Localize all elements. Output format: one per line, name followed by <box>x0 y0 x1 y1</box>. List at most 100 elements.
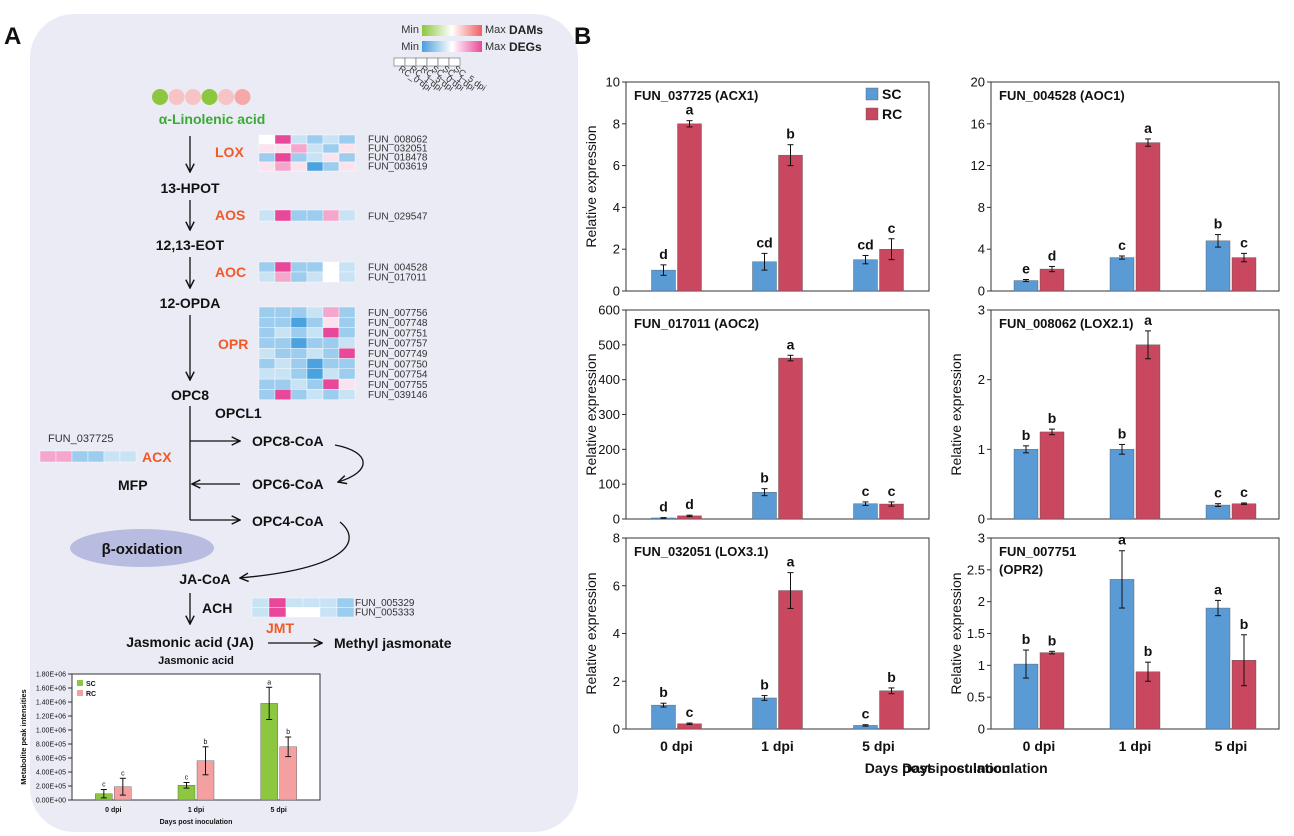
heatmap-cell <box>258 358 276 370</box>
heatmap-cell <box>338 161 356 172</box>
significance-letter: a <box>787 336 795 352</box>
heatmap-cell <box>290 368 308 380</box>
degs-min-label: Min <box>401 41 419 53</box>
heatmap-cell <box>322 337 340 349</box>
significance-letter: b <box>659 684 668 700</box>
bar-sc <box>752 697 777 730</box>
panel-a-background <box>30 14 578 832</box>
x-axis-label: Days post inoculation <box>160 819 233 826</box>
heatmap-cell <box>274 337 292 349</box>
heatmap-cell <box>258 368 276 380</box>
y-tick-label: 6 <box>613 158 620 173</box>
heatmap-cell <box>71 450 89 463</box>
heatmap-cell <box>338 337 356 349</box>
dams-max-label: Max <box>485 24 506 36</box>
y-axis-label: Relative expression <box>948 572 964 694</box>
heatmap-cell <box>268 607 287 618</box>
heatmap-cell <box>290 271 308 283</box>
metabolite-12-opda: 12-OPDA <box>160 295 221 311</box>
bar-rc <box>778 590 803 730</box>
y-tick-label: 0 <box>978 512 985 527</box>
enzyme-ach: ACH <box>202 600 232 616</box>
y-tick-label: 4 <box>613 200 620 215</box>
significance-letter: b <box>1022 427 1031 443</box>
bar-sc <box>1013 449 1039 520</box>
significance-letter: c <box>686 704 694 720</box>
heatmap-cell <box>290 358 308 370</box>
heatmap-cell <box>290 327 308 339</box>
significance-letter: b <box>760 677 769 693</box>
significance-letter: e <box>1022 261 1030 277</box>
significance-letter: c <box>862 706 870 722</box>
heatmap-cell <box>290 348 308 359</box>
heatmap-cell <box>258 306 276 318</box>
significance-letter: b <box>1048 632 1057 648</box>
heatmap-cell <box>274 161 292 172</box>
heatmap-cell <box>322 317 340 328</box>
ja-biosynthesis-pathway: α-Linolenic acid LOX 13-HPOT AOS 12,13-E… <box>39 89 452 651</box>
enzyme-aos: AOS <box>215 207 245 223</box>
heatmap-cell <box>338 209 356 222</box>
y-tick-label: 2 <box>613 674 620 689</box>
chart-title-line2: (OPR2) <box>999 562 1043 577</box>
heatmap-cell <box>290 209 308 222</box>
heatmap-cell <box>322 209 340 222</box>
y-tick-label: 8 <box>978 200 985 215</box>
y-tick-label: 200 <box>598 442 620 457</box>
heatmap-cell <box>338 317 356 328</box>
heatmap-cell <box>306 337 324 349</box>
metabolite-opc8-coa: OPC8-CoA <box>252 433 324 449</box>
significance-letter: cd <box>857 236 873 252</box>
heatmap-cell <box>306 261 324 273</box>
heatmap-cell <box>274 152 292 163</box>
metabolite-methyl-jasmonate: Methyl jasmonate <box>334 635 452 651</box>
heatmap-cell <box>274 348 292 359</box>
heatmap-gene-label: FUN_005333 <box>355 608 415 619</box>
enzyme-opcl1: OPCL1 <box>215 405 262 421</box>
heatmap-gene-label: FUN_007751 <box>368 328 428 339</box>
significance-letter: a <box>787 554 795 570</box>
y-tick-label: 8 <box>613 116 620 131</box>
legend-label: SC <box>86 681 96 688</box>
acx-gene-id: FUN_037725 <box>48 433 113 445</box>
y-tick-label: 300 <box>598 407 620 422</box>
y-tick-label: 0.5 <box>967 690 985 705</box>
heatmap-cell <box>322 389 340 400</box>
y-tick-label: 4 <box>613 626 620 641</box>
heatmap-cell <box>322 327 340 339</box>
heatmap-cell <box>290 161 308 172</box>
bar-rc <box>677 123 702 292</box>
heatmap-cell <box>258 327 276 339</box>
heatmap-cell <box>322 261 340 273</box>
heatmap-cell <box>336 597 355 608</box>
y-tick-label: 0.00E+00 <box>36 798 66 805</box>
metabolite-ja-coa: JA-CoA <box>179 571 230 587</box>
y-tick-label: 100 <box>598 477 620 492</box>
heatmap-gene-label: FUN_007749 <box>368 349 428 360</box>
significance-letter: d <box>659 499 668 515</box>
y-tick-label: 1 <box>978 658 985 673</box>
heatmap-cell <box>290 134 308 145</box>
x-tick-label: 1 dpi <box>188 807 204 814</box>
heatmap-cell <box>336 607 355 618</box>
panel-label-a: A <box>4 23 21 50</box>
legend-swatch <box>865 87 879 101</box>
bar-sc <box>1205 504 1231 520</box>
heatmap-cell <box>251 597 270 608</box>
legend-label: SC <box>882 86 901 102</box>
y-tick-label: 20 <box>971 75 985 90</box>
heatmap-cell <box>274 317 292 328</box>
y-tick-label: 1.20E+06 <box>36 714 66 721</box>
heatmap-cell <box>274 271 292 283</box>
heatmap-cell <box>306 368 324 380</box>
heatmap-gene-label: FUN_007750 <box>368 359 428 370</box>
bar-sc <box>651 704 676 730</box>
heatmap-cell <box>319 607 338 618</box>
y-tick-label: 0 <box>613 284 620 299</box>
x-tick-label: 5 dpi <box>1215 738 1248 754</box>
heatmap-cell <box>338 378 356 390</box>
heatmap-cell <box>290 152 308 163</box>
chart-frame <box>625 309 930 520</box>
y-tick-label: 10 <box>606 75 620 90</box>
